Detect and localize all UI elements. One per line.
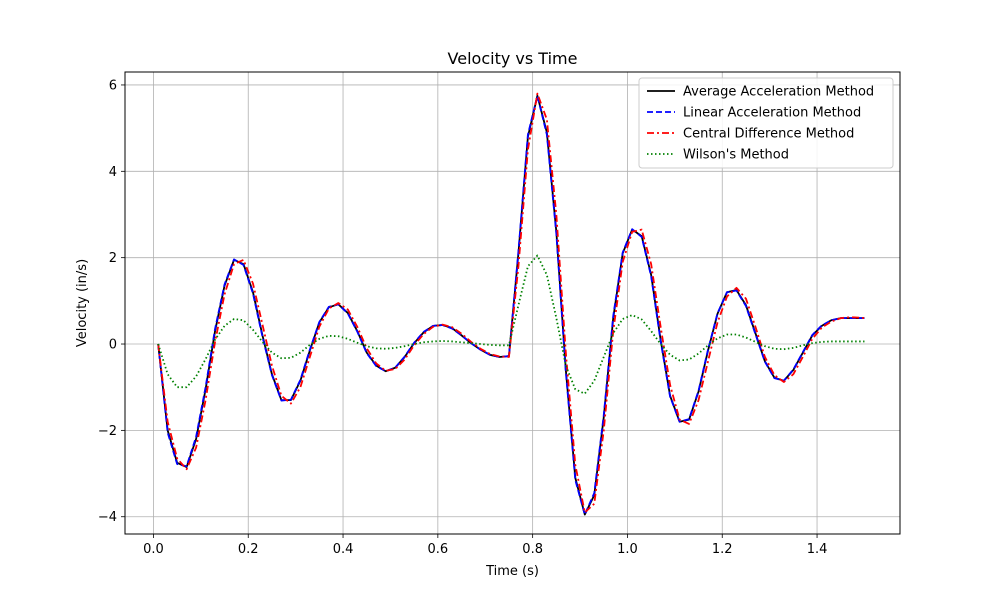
legend-box	[638, 77, 894, 169]
series-line-2	[157, 92, 865, 514]
x-tick-label: 1.0	[617, 542, 638, 557]
x-tick-label: 0.8	[522, 542, 543, 557]
series-layer	[157, 92, 865, 516]
y-tick-label: 2	[109, 251, 117, 266]
legend: Average Acceleration Method Linear Accele…	[638, 77, 894, 169]
ticks: 0.0 0.2 0.4 0.6 0.8 1.0 1.2 1.4 −4 −2 0 2 4 6	[98, 78, 828, 557]
legend-label-1: Linear Acceleration Method	[683, 106, 861, 121]
legend-label-0: Average Acceleration Method	[683, 85, 874, 100]
y-tick-label: −2	[98, 424, 117, 439]
chart-title: Velocity vs Time	[448, 49, 578, 68]
y-tick-label: −4	[98, 510, 117, 525]
legend-label-2: Central Difference Method	[683, 127, 854, 142]
x-tick-label: 0.0	[143, 542, 164, 557]
y-axis-label: Velocity (in/s)	[75, 259, 90, 347]
x-tick-label: 1.4	[807, 542, 828, 557]
series-line-3	[157, 254, 865, 395]
plot-frame	[124, 71, 901, 535]
legend-label-3: Wilson's Method	[683, 148, 789, 163]
y-tick-label: 4	[109, 165, 117, 180]
y-tick-label: 0	[109, 338, 117, 353]
x-tick-label: 0.4	[333, 542, 354, 557]
x-tick-label: 0.2	[238, 542, 259, 557]
x-tick-label: 1.2	[712, 542, 733, 557]
x-axis-label: Time (s)	[485, 564, 539, 579]
x-tick-label: 0.6	[428, 542, 449, 557]
y-tick-label: 6	[109, 78, 117, 93]
